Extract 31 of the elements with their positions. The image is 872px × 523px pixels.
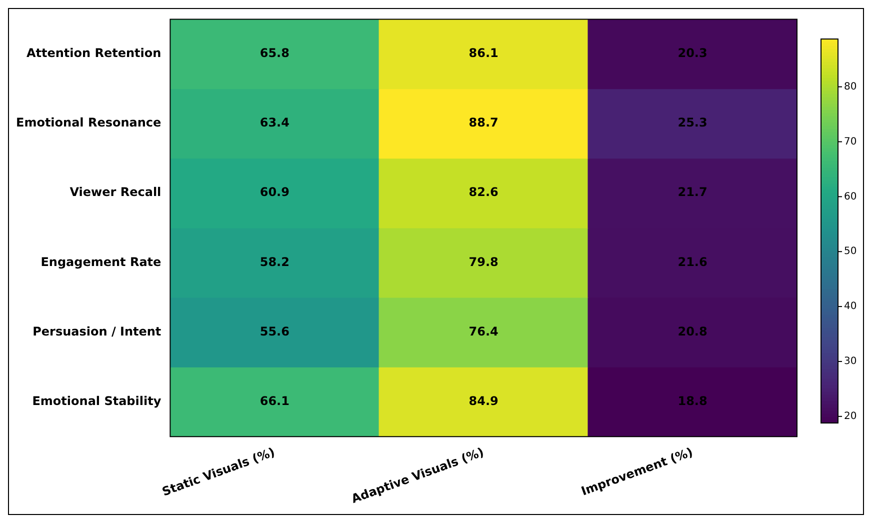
data-label: 84.9 (468, 394, 498, 408)
color-bar-label: 60 (844, 191, 857, 202)
y-tick-label: Persuasion / Intent (32, 324, 162, 338)
y-tick-label: Viewer Recall (70, 185, 162, 200)
color-bar-label: 20 (844, 411, 857, 422)
data-label: 86.1 (468, 46, 498, 60)
color-bar-label: 40 (844, 301, 857, 312)
data-label: 79.8 (468, 254, 498, 269)
data-label: 20.3 (678, 46, 708, 60)
data-label: 25.3 (678, 116, 708, 130)
data-label: 58.2 (260, 254, 290, 269)
data-label: 20.8 (678, 324, 708, 338)
y-tick-label: Engagement Rate (40, 254, 162, 269)
color-bar-label: 50 (844, 246, 857, 258)
data-label: 63.4 (260, 116, 290, 130)
data-label: 21.6 (678, 254, 708, 269)
y-tick-label: Emotional Resonance (16, 116, 162, 130)
data-label: 55.6 (260, 324, 290, 338)
color-bar-label: 80 (844, 81, 857, 92)
y-tick-label: Attention Retention (26, 46, 162, 60)
data-label: 76.4 (468, 324, 498, 338)
data-label: 18.8 (678, 394, 708, 408)
data-label: 82.6 (468, 185, 498, 200)
data-label: 65.8 (260, 46, 290, 60)
data-label: 88.7 (468, 116, 498, 130)
data-label: 60.9 (260, 185, 290, 200)
data-label: 66.1 (260, 394, 290, 408)
color-bar-label: 30 (844, 356, 857, 368)
data-label: 21.7 (678, 185, 708, 200)
y-tick-label: Emotional Stability (32, 394, 162, 408)
color-bar-label: 70 (844, 136, 857, 148)
